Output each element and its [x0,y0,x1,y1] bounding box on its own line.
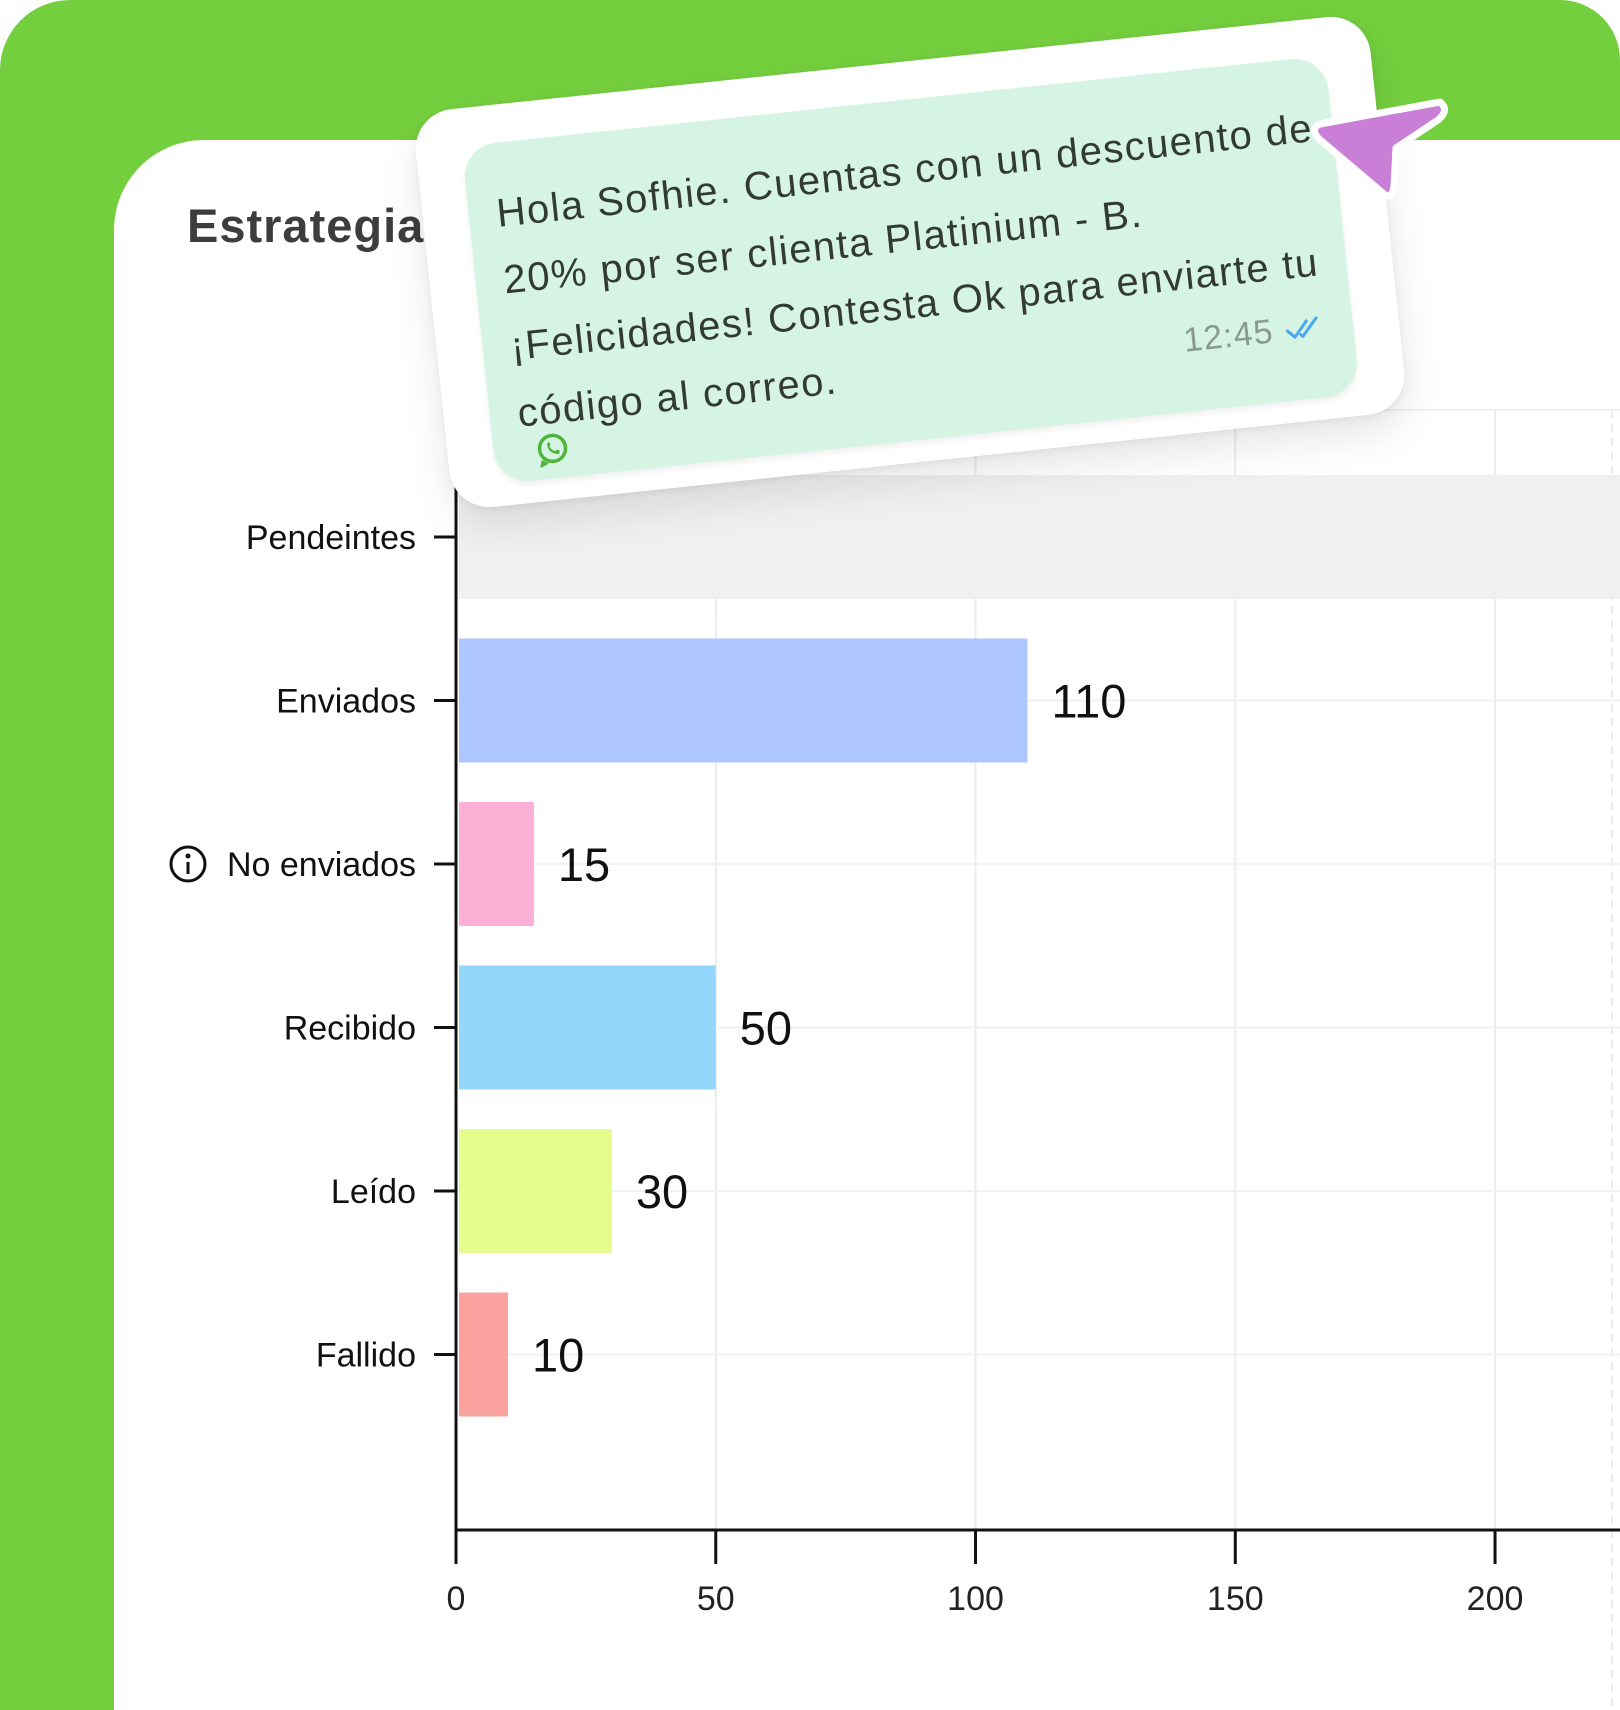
message-text: Hola Sofhie. Cuentas con un descuento de… [494,106,1321,436]
y-tick-label: Enviados [276,683,416,721]
labels: Pendeintes 110 Enviados 15 No enviados 50 Reci… [169,519,1524,1618]
whatsapp-icon [537,433,568,468]
info-icon[interactable] [169,845,207,883]
y-tick-label: Recibido [284,1010,416,1048]
cursor-arrow-icon [1311,98,1448,200]
bar-enviados [459,638,1028,763]
data-label: 50 [740,1002,792,1055]
bars [459,475,1620,1417]
x-tick-label: 50 [697,1580,735,1618]
message-bubble[interactable]: Hola Sofhie. Cuentas con un descuento de… [461,55,1361,485]
data-label: 15 [558,838,610,891]
double-check-icon [1285,316,1318,339]
bar-recibido [459,965,716,1090]
y-tick-label: Fallido [316,1337,416,1375]
card-title: Estrategia [187,199,425,252]
y-tick-label: Leído [331,1173,416,1211]
x-tick-label: 0 [447,1580,466,1618]
bar-pendeintes [459,475,1620,599]
data-label: 110 [1051,675,1126,728]
axes [434,410,1620,1564]
data-label: 30 [636,1165,688,1218]
y-tick-label: Pendeintes [246,519,416,557]
bar-leído [459,1129,612,1253]
x-tick-label: 200 [1467,1580,1524,1618]
bar-no-enviados [459,802,534,926]
x-tick-label: 150 [1207,1580,1264,1618]
message-popup: Hola Sofhie. Cuentas con un descuento de… [411,12,1409,512]
x-tick-label: 100 [947,1580,1004,1618]
y-tick-label: No enviados [227,846,416,884]
data-label: 10 [532,1329,584,1382]
bar-fallido [459,1292,508,1417]
